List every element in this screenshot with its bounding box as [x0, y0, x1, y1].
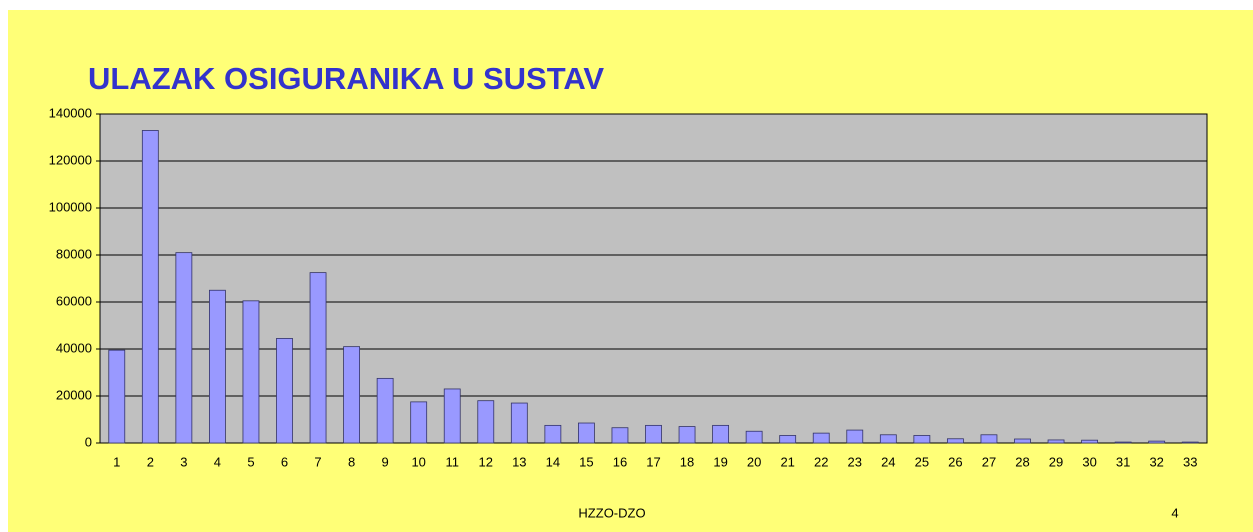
x-tick-label: 24 [881, 454, 895, 469]
bar [410, 401, 428, 444]
x-tick-label: 12 [479, 454, 493, 469]
page-number: 4 [1171, 505, 1178, 520]
bar [376, 377, 394, 444]
y-tick-label: 80000 [56, 246, 92, 261]
chart-title: ULAZAK OSIGURANIKA U SUSTAV [88, 61, 604, 96]
x-tick-label: 27 [982, 454, 996, 469]
bar [1148, 440, 1166, 444]
bar [712, 424, 729, 444]
x-tick-label: 28 [1015, 454, 1029, 469]
bar [141, 130, 159, 444]
bar [611, 427, 629, 444]
bar [1047, 439, 1065, 444]
footer-text: HZZO-DZO [578, 505, 645, 520]
x-tick-label: 25 [915, 454, 929, 469]
x-tick-label: 29 [1049, 454, 1063, 469]
bar [544, 424, 562, 444]
y-tick-label: 40000 [56, 340, 92, 355]
bar [108, 349, 126, 444]
bar [745, 430, 763, 444]
bar [477, 400, 495, 444]
x-tick-label: 8 [348, 454, 355, 469]
bar [879, 434, 897, 444]
bar [1081, 439, 1098, 444]
x-tick-label: 21 [780, 454, 794, 469]
bar [1181, 441, 1199, 444]
x-tick-label: 4 [214, 454, 221, 469]
x-tick-label: 10 [411, 454, 425, 469]
x-tick-label: 23 [848, 454, 862, 469]
bar [1014, 438, 1031, 444]
x-tick-label: 3 [180, 454, 187, 469]
y-tick-label: 100000 [49, 199, 92, 214]
x-tick-label: 33 [1183, 454, 1197, 469]
bar [947, 438, 964, 444]
y-tick-label: 0 [85, 434, 92, 449]
bar [209, 289, 226, 444]
x-tick-label: 14 [546, 454, 560, 469]
bar [779, 435, 797, 444]
bar [812, 432, 830, 444]
x-tick-label: 7 [314, 454, 321, 469]
x-tick-label: 26 [948, 454, 962, 469]
x-tick-label: 19 [713, 454, 727, 469]
y-tick-label: 20000 [56, 387, 92, 402]
y-tick-label: 140000 [49, 105, 92, 120]
plot-area [99, 113, 1208, 444]
bar [846, 429, 864, 444]
bar [242, 300, 260, 444]
x-tick-label: 30 [1082, 454, 1096, 469]
x-tick-label: 16 [613, 454, 627, 469]
x-tick-label: 5 [247, 454, 254, 469]
x-tick-label: 2 [147, 454, 154, 469]
x-tick-label: 20 [747, 454, 761, 469]
bar [175, 252, 193, 444]
bar [578, 422, 595, 444]
y-tick-label: 60000 [56, 293, 92, 308]
bar [645, 424, 662, 444]
x-tick-label: 11 [445, 454, 459, 469]
x-tick-label: 6 [281, 454, 288, 469]
bar [510, 402, 528, 444]
x-tick-label: 13 [512, 454, 526, 469]
bar [678, 426, 696, 444]
bar [276, 338, 293, 444]
bar [980, 434, 998, 444]
x-tick-label: 17 [646, 454, 660, 469]
x-tick-label: 22 [814, 454, 828, 469]
bar [1114, 441, 1132, 444]
bar [443, 388, 461, 444]
bar [343, 346, 360, 444]
y-tick-label: 120000 [49, 152, 92, 167]
x-tick-label: 32 [1149, 454, 1163, 469]
x-tick-label: 15 [579, 454, 593, 469]
x-tick-label: 9 [382, 454, 389, 469]
x-tick-label: 31 [1116, 454, 1130, 469]
x-tick-label: 1 [113, 454, 120, 469]
x-tick-label: 18 [680, 454, 694, 469]
bar [913, 435, 931, 444]
bar [309, 272, 327, 444]
